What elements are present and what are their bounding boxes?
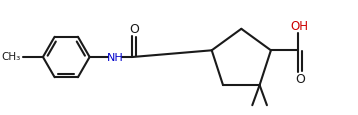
Text: OH: OH xyxy=(290,20,308,33)
Text: NH: NH xyxy=(107,53,123,62)
Text: O: O xyxy=(129,23,139,36)
Text: O: O xyxy=(295,72,305,85)
Text: CH₃: CH₃ xyxy=(1,52,20,62)
